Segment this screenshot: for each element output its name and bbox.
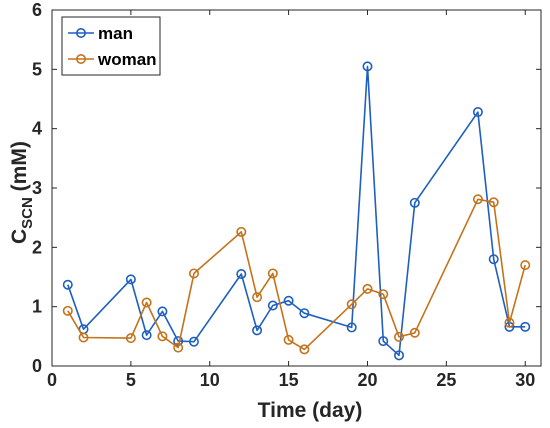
x-axis-label: Time (day) (258, 399, 363, 422)
legend-marker-woman (76, 53, 87, 64)
x-tick-label: 25 (436, 370, 456, 390)
data-point-man (236, 269, 247, 280)
x-tick-label: 30 (515, 370, 535, 390)
data-point-woman (378, 289, 389, 300)
data-point-man (394, 350, 405, 361)
data-point-man (62, 279, 73, 290)
data-point-man (472, 107, 483, 118)
y-tick-label: 2 (32, 237, 42, 257)
data-point-woman (125, 333, 136, 344)
data-point-man (409, 197, 420, 208)
data-point-man (141, 330, 152, 341)
y-axis-label-sub: SCN (19, 197, 36, 229)
series-woman (62, 194, 531, 355)
plot-area: 0 5 10 15 20 25 30 0 1 2 3 4 5 6 man woman (32, 0, 542, 390)
data-point-man (520, 321, 531, 332)
data-point-woman (504, 317, 515, 328)
data-point-woman (488, 197, 499, 208)
data-point-woman (394, 331, 405, 342)
data-point-man (362, 61, 373, 72)
y-tick-label: 5 (32, 59, 42, 79)
data-point-woman (409, 327, 420, 338)
series-line-man (67, 65, 526, 357)
data-point-woman (299, 344, 310, 355)
y-axis-label-main: C (8, 229, 31, 244)
x-tick-label: 5 (126, 370, 136, 390)
data-point-man (346, 322, 357, 333)
data-point-woman (236, 226, 247, 237)
data-point-man (488, 254, 499, 265)
data-point-man (157, 306, 168, 317)
data-point-woman (520, 260, 531, 271)
x-tick-label: 15 (279, 370, 299, 390)
svg-text:CSCN (mM): CSCN (mM) (8, 141, 36, 244)
y-axis-label-suffix: (mM) (8, 141, 31, 197)
data-point-woman (62, 305, 73, 316)
y-axis-label: CSCN (mM) (8, 141, 36, 244)
legend-marker-man (76, 27, 87, 38)
legend-label-man: man (98, 24, 133, 43)
data-point-man (252, 325, 263, 336)
data-point-woman (188, 268, 199, 279)
data-point-woman (141, 297, 152, 308)
data-point-woman (173, 342, 184, 353)
data-point-woman (362, 283, 373, 294)
legend-box (61, 16, 161, 76)
legend: man woman (61, 16, 161, 76)
data-point-woman (252, 292, 263, 303)
data-point-woman (78, 332, 89, 343)
data-point-man (378, 336, 389, 347)
x-tick-label: 10 (200, 370, 220, 390)
data-point-man (299, 308, 310, 319)
x-tick-label: 20 (357, 370, 377, 390)
data-point-man (267, 300, 278, 311)
legend-label-woman: woman (97, 50, 157, 69)
data-point-woman (346, 299, 357, 310)
series-line-woman (67, 198, 526, 351)
data-point-woman (283, 334, 294, 345)
y-tick-label: 6 (32, 0, 42, 20)
data-point-woman (267, 268, 278, 279)
y-tick-label: 1 (32, 297, 42, 317)
data-point-man (188, 336, 199, 347)
data-point-man (125, 274, 136, 285)
y-tick-label: 4 (32, 119, 42, 139)
x-tick-label: 0 (47, 370, 57, 390)
data-point-woman (472, 194, 483, 205)
data-point-man (283, 295, 294, 306)
data-point-woman (157, 331, 168, 342)
y-tick-label: 3 (32, 178, 42, 198)
y-tick-label: 0 (32, 356, 42, 376)
